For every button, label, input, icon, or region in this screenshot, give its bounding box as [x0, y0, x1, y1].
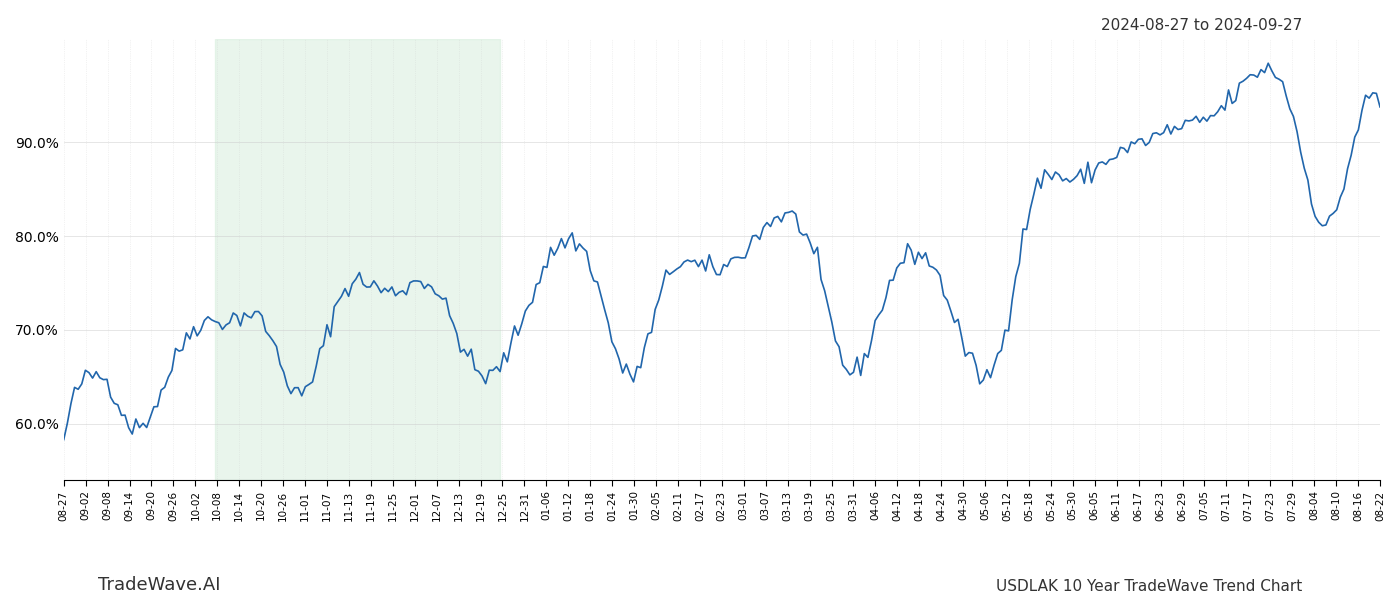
Text: USDLAK 10 Year TradeWave Trend Chart: USDLAK 10 Year TradeWave Trend Chart	[995, 579, 1302, 594]
Text: TradeWave.AI: TradeWave.AI	[98, 576, 221, 594]
Text: 2024-08-27 to 2024-09-27: 2024-08-27 to 2024-09-27	[1100, 18, 1302, 33]
Bar	[216, 39, 500, 480]
